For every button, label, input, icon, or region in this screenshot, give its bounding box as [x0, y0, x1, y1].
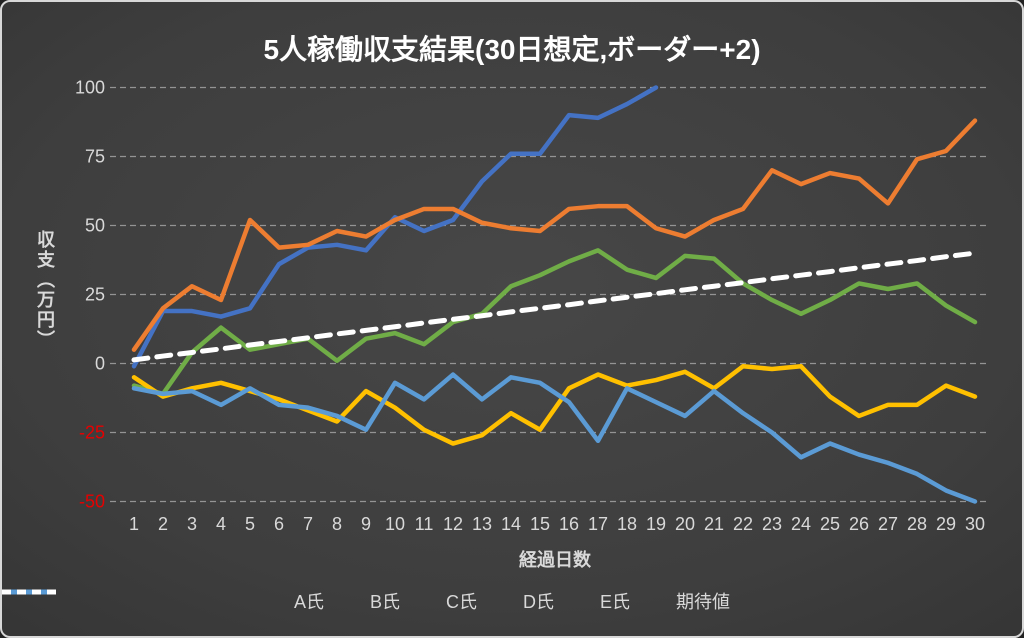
x-tick-label-26: 26: [849, 514, 869, 534]
series-line-b: [131, 118, 978, 352]
x-tick-label-6: 6: [274, 514, 284, 534]
x-tick-label-28: 28: [907, 514, 927, 534]
x-tick-label-27: 27: [878, 514, 898, 534]
x-tick-label-13: 13: [472, 514, 492, 534]
x-tick-label-17: 17: [588, 514, 608, 534]
x-tick-label-18: 18: [617, 514, 637, 534]
x-tick-label-23: 23: [762, 514, 782, 534]
chart-title: 5人稼働収支結果(30日想定,ボーダー+2): [263, 34, 761, 65]
x-tick-label-4: 4: [216, 514, 226, 534]
series-line-a: [131, 85, 659, 369]
legend-item-e: E氏: [2, 588, 631, 614]
series-line-e: [131, 372, 978, 504]
series-line-c: [131, 248, 978, 397]
x-tick-label-11: 11: [415, 514, 434, 534]
x-tick-label-3: 3: [187, 514, 197, 534]
y-tick-label-75: 75: [85, 147, 105, 167]
y-tick-label-25: 25: [85, 285, 105, 305]
x-tick-label-21: 21: [704, 514, 724, 534]
x-tick-label-7: 7: [303, 514, 313, 534]
x-tick-label-9: 9: [361, 514, 371, 534]
y-tick-label-50: 50: [85, 216, 105, 236]
legend-label-b: B氏: [369, 592, 400, 612]
x-tick-label-14: 14: [501, 514, 521, 534]
legend-label-e: E氏: [600, 592, 631, 612]
x-tick-label-24: 24: [791, 514, 811, 534]
legend-item-b: B氏: [2, 588, 400, 614]
x-tick-label-30: 30: [965, 514, 985, 534]
x-axis-title: 経過日数: [519, 550, 591, 570]
x-tick-label-1: 1: [129, 514, 139, 534]
x-tick-label-20: 20: [675, 514, 695, 534]
y-axis-title: 収支（万円）: [35, 230, 55, 350]
x-tick-label-5: 5: [245, 514, 255, 534]
x-tick-label-25: 25: [820, 514, 840, 534]
legend-item-a: A氏: [2, 588, 324, 614]
legend-label-expected: 期待値: [676, 592, 731, 612]
legend-label-d: D氏: [523, 592, 554, 612]
legend-swatch-expected: [2, 589, 56, 595]
series-line-d: [131, 364, 978, 446]
x-tick-label-16: 16: [559, 514, 579, 534]
x-tick-label-22: 22: [733, 514, 753, 534]
legend: A氏 B氏 C氏 D氏 E氏 期待値: [2, 588, 1022, 614]
legend-label-c: C氏: [446, 592, 477, 612]
x-tick-label-19: 19: [646, 514, 666, 534]
x-tick-label-8: 8: [332, 514, 342, 534]
legend-label-a: A氏: [293, 592, 324, 612]
legend-item-expected: 期待値: [2, 588, 731, 614]
x-tick-label-10: 10: [385, 514, 405, 534]
y-tick-label-100: 100: [75, 78, 105, 98]
x-tick-label-12: 12: [443, 514, 463, 534]
x-tick-label-15: 15: [530, 514, 550, 534]
y-tick-label--50: -50: [79, 492, 105, 512]
y-tick-label--25: -25: [79, 423, 105, 443]
series-line-expected: [131, 250, 978, 363]
legend-item-d: D氏: [2, 588, 554, 614]
x-tick-label-29: 29: [936, 514, 956, 534]
x-tick-label-2: 2: [158, 514, 168, 534]
y-tick-label-0: 0: [95, 354, 105, 374]
legend-item-c: C氏: [2, 588, 477, 614]
